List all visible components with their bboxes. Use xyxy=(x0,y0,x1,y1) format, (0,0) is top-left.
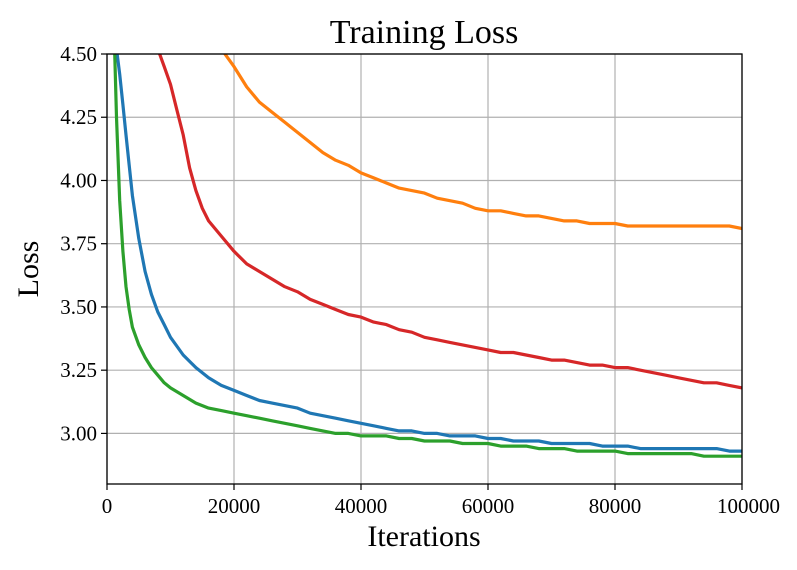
y-tick-label: 4.00 xyxy=(60,168,97,192)
x-tick-label: 20000 xyxy=(208,494,261,518)
y-tick-label: 4.25 xyxy=(60,105,97,129)
x-tick-label: 80000 xyxy=(589,494,642,518)
y-tick-label: 4.50 xyxy=(60,42,97,66)
x-axis-label: Iterations xyxy=(367,520,480,553)
series-line-orange xyxy=(222,54,742,231)
series-line-green xyxy=(113,54,742,458)
plot-area-frame xyxy=(106,53,743,485)
x-tick-label: 40000 xyxy=(335,494,388,518)
chart-title: Training Loss xyxy=(330,14,519,51)
series-line-red xyxy=(157,54,742,390)
grid-lines xyxy=(106,53,743,484)
y-tick-label: 3.75 xyxy=(60,232,97,256)
x-tick-label: 60000 xyxy=(462,494,515,518)
series-line-blue xyxy=(115,54,742,453)
x-tick-label: 0 xyxy=(102,494,113,518)
axis-ticks: 0 20000 40000 60000 80000 100000 3.00 3.25 3.50 3… xyxy=(60,42,780,518)
y-axis-label: Loss xyxy=(12,241,45,298)
y-tick-label: 3.00 xyxy=(60,421,97,445)
x-tick-label: 100000 xyxy=(717,494,780,518)
y-tick-label: 3.25 xyxy=(60,358,97,382)
y-tick-label: 3.50 xyxy=(60,295,97,319)
series-lines xyxy=(113,54,742,458)
